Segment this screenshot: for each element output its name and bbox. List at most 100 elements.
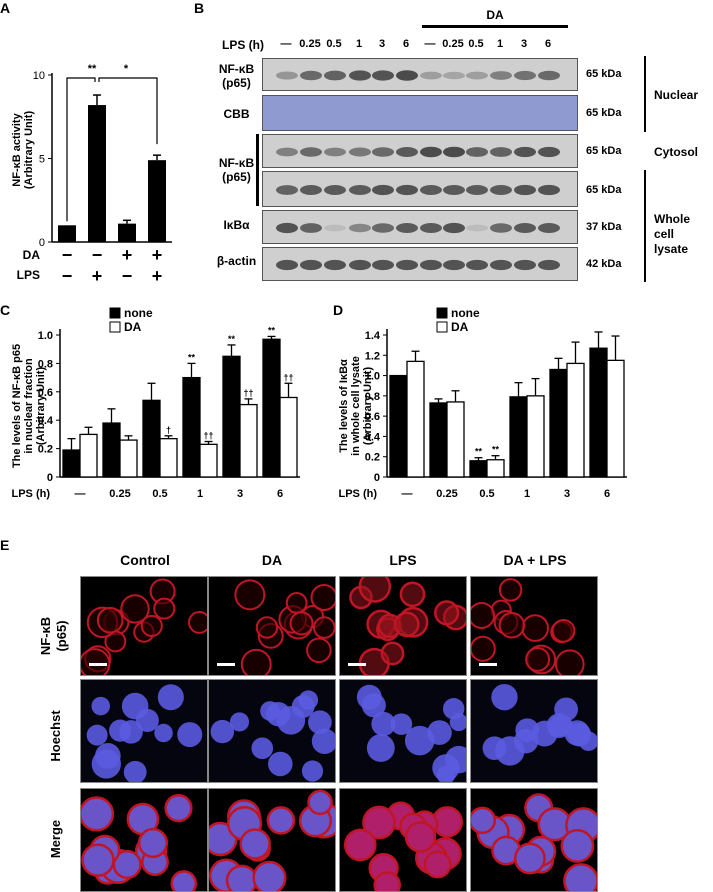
cell-nfkb [285,591,308,614]
panel-d-legend-swatch [436,321,448,333]
lane-label: 1 [355,38,363,50]
micrograph-tile [470,576,598,676]
panel-c-bar [222,355,241,478]
cell-merge [137,827,169,859]
micrograph-tile [80,576,208,676]
lane-label: 6 [402,38,410,50]
panel-b-row-nfkb-1: NF-κB [218,62,255,76]
cell-nfkb [153,597,176,620]
cell-nfkb [289,611,314,636]
panel-c-ytick-label: 0.8 [38,358,53,370]
panel-c-sig-mark: ** [188,352,196,362]
blot-band [349,223,371,233]
panel-c-sig-mark: †† [283,372,293,382]
panel-a-da-sign-1: − [62,245,73,265]
panel-c-xtick-label: 1 [197,488,203,500]
cell-nfkb [81,648,111,675]
panel-d-ytick-label: 0 [374,472,380,484]
blot-nfkb-nuclear [262,58,578,91]
panel-a-bar [118,223,136,242]
panel-d-ytick-label: 1.0 [365,371,380,383]
blot-band [443,222,465,234]
micro-row-hoechst: Hoechst [48,710,63,762]
cell-merge [170,870,197,891]
panel-d-bar [486,459,505,478]
blot-band [490,71,512,80]
panel-a-ylabel-1: NF-κB activity [11,112,23,186]
panel-c-bar [79,433,98,478]
panel-a-bar [58,225,76,242]
panel-c-legend-label: none [124,306,153,320]
micro-col-lps: LPS [389,552,417,568]
panel-d-xlabel: LPS (h) [339,488,378,500]
panel-a-da-sign-3: + [122,245,133,265]
blot-band [300,70,322,81]
panel-d-bar [406,360,425,478]
panel-b-row-nfkb-2-sub: (p65) [222,170,251,184]
blot-band [538,146,560,158]
kda-label-2: 65 kDa [586,107,622,119]
cell-merge [307,789,333,816]
cell-nucleus [531,720,558,747]
cell-nfkb [521,614,549,642]
panel-b-lps-label: LPS (h) [222,38,264,52]
panel-b-row-cbb: CBB [223,107,250,121]
cell-nfkb [471,635,496,662]
blot-band [490,147,512,157]
panel-letter-c: C [0,302,11,318]
lane-label: 0.25 [299,38,321,50]
blot-band [300,185,322,195]
panel-d-legend-swatch [436,307,448,319]
panel-a-sig-bracket-2 [98,77,158,145]
cell-merge [471,806,497,835]
lane-label: 1 [496,38,504,50]
cell-merge [513,842,546,875]
panel-a-lps-sign-2: + [92,266,103,286]
blot-band [514,70,536,81]
cell-nucleus [301,760,324,782]
lane-label: — [280,38,292,50]
blot-bactin [262,247,578,281]
cell-nucleus [311,728,335,754]
micrograph-tile [208,576,336,676]
cell-nfkb [96,606,124,634]
panel-d-bar [446,401,465,478]
kda-label-3: 65 kDa [586,145,622,157]
panel-b-da-label: DA [486,8,504,22]
panel-c-chart: The levels of NF-κB p65 in nuclear fracti… [11,306,300,500]
cell-nucleus [91,696,111,716]
panel-c-bar [262,338,281,478]
panel-a-da-sign-4: + [152,245,163,265]
blot-band [490,185,512,195]
lane-label: 6 [544,38,552,50]
panel-d-bar [589,347,608,478]
panel-b-row-nfkb-2: NF-κB [218,156,255,170]
blot-band [443,185,465,195]
fraction-whole-1: Whole cell [654,212,690,241]
cell-nucleus [135,708,159,733]
panel-d-ylabel-3: (Arbitrary Unit) [362,367,374,446]
cell-merge [81,843,115,877]
cell-nucleus [482,736,507,761]
panel-a-ylabel-2: (Arbitrary Unit) [23,111,35,190]
blot-band [490,223,512,233]
panel-d-bar [606,359,625,478]
blot-band [276,71,298,80]
panel-a-sig-2: * [124,63,129,75]
panel-a-bar [148,160,166,242]
micrograph-tile [339,576,467,676]
panel-letter-a: A [0,0,11,16]
blot-band [276,185,298,195]
bracket-nuclear [644,56,646,132]
cell-nucleus [177,722,203,748]
blot-band [349,185,371,195]
kda-label-1: 65 kDa [586,68,622,80]
lane-label: — [424,38,436,50]
panel-c-sig-mark: † [166,425,171,435]
panel-c-legend-label: DA [124,320,142,334]
panel-c-xtick-label: 3 [237,488,243,500]
blot-band [538,259,560,271]
blot-band [396,259,418,271]
panel-a-ytick-label: 10 [33,70,45,82]
panel-d-xtick-label: 3 [564,488,570,500]
